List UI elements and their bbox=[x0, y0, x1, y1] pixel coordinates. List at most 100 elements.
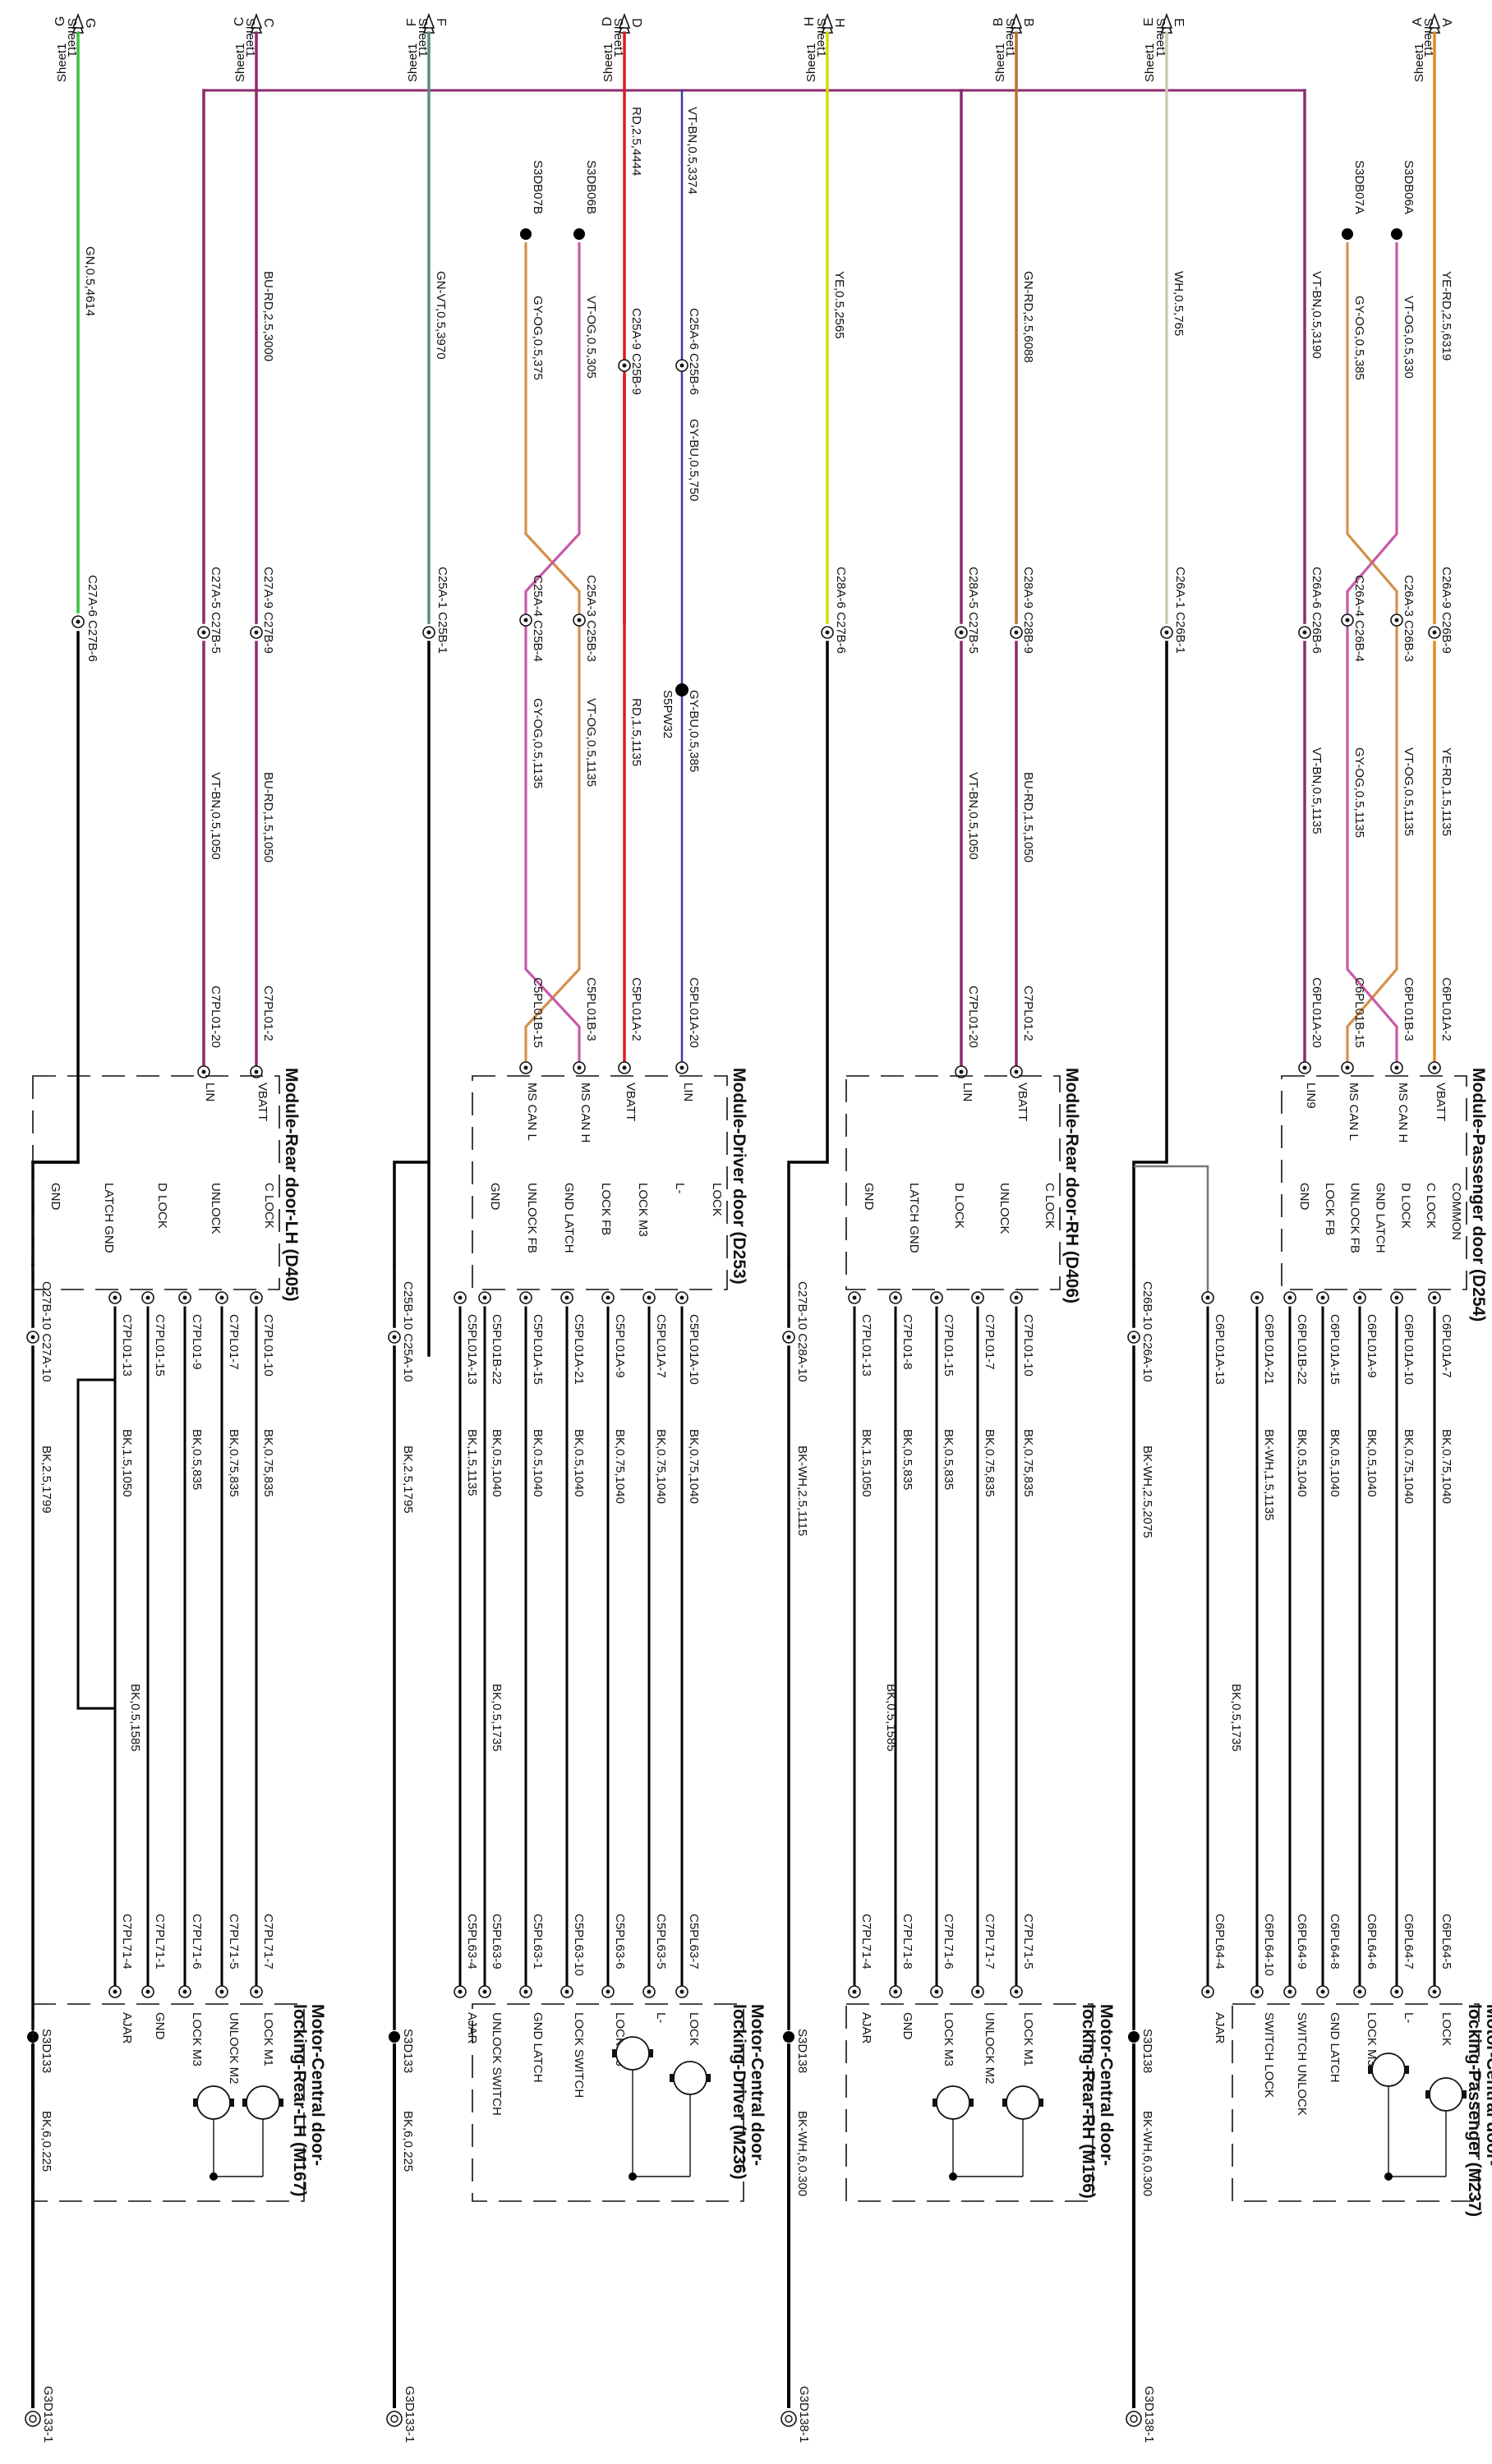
connector-pin bbox=[679, 1065, 684, 1070]
motor-pin-label: LOCK M3 bbox=[1365, 2012, 1379, 2066]
connector-label: C6PL64-10 bbox=[1262, 1914, 1276, 1976]
splice-label: S3D133 bbox=[401, 2029, 415, 2073]
motor-icon bbox=[1371, 2053, 1406, 2087]
connector-label: C6PL01A-21 bbox=[1262, 1314, 1276, 1385]
connector-label: C6PL01A-9 bbox=[1365, 1314, 1379, 1378]
connector-pin bbox=[254, 1069, 259, 1074]
sheet-arrow-icon[interactable] bbox=[618, 12, 631, 29]
motor-brush bbox=[1368, 2066, 1373, 2074]
connector-pin bbox=[201, 1069, 206, 1074]
module-pin-label: MS CAN L bbox=[525, 1083, 539, 1141]
connector-pin bbox=[934, 1295, 939, 1300]
module-pin-label: LOCK bbox=[710, 1183, 724, 1216]
sheet-arrow-icon[interactable] bbox=[1428, 12, 1441, 29]
motor-pin-label: L- bbox=[654, 2012, 668, 2023]
connector-label: C5PL01A-21 bbox=[572, 1314, 586, 1385]
connector-pin bbox=[482, 1295, 487, 1300]
motor-brush bbox=[612, 2049, 617, 2057]
sheet-label-d: Sheet1 bbox=[601, 43, 615, 82]
ground-eyelet-inner bbox=[1130, 2415, 1138, 2423]
wire-label: GN-VT,0.5,3970 bbox=[434, 271, 448, 360]
connector-pin bbox=[1432, 1989, 1437, 1994]
sheet-letter-h: H bbox=[803, 16, 817, 26]
motor-pin-label: AJAR bbox=[1213, 2012, 1227, 2044]
motor-pin-label: GND bbox=[900, 2012, 914, 2040]
module-pin-label: LIN bbox=[960, 1083, 974, 1101]
motor-pin-label: GND bbox=[153, 2012, 167, 2040]
sheet-arrow-icon[interactable] bbox=[422, 12, 435, 29]
connector-pin bbox=[30, 1335, 35, 1340]
splice-label: S3D138 bbox=[1140, 2029, 1154, 2073]
connector-pin bbox=[1205, 1295, 1210, 1300]
sheet-label: Sheet1 bbox=[814, 18, 828, 57]
motor-title-2: locking-Passenger (M237) bbox=[1465, 2004, 1484, 2217]
connector-pin bbox=[1357, 1989, 1362, 1994]
sheet-arrow-icon[interactable] bbox=[71, 12, 85, 29]
connector-pin bbox=[219, 1295, 224, 1300]
connector-pin bbox=[1255, 1989, 1259, 1994]
connector-pin bbox=[182, 1295, 187, 1300]
sheet-letter-g: G bbox=[53, 16, 67, 26]
connector-pin bbox=[959, 630, 964, 635]
wire-label: BK,0.5,1040 bbox=[1328, 1429, 1342, 1497]
sheet-arrow-icon[interactable] bbox=[250, 12, 263, 29]
splice-label: S3DB07B bbox=[531, 160, 545, 214]
connector-pin bbox=[1287, 1989, 1292, 1994]
module-title: Module-Driver door (D253) bbox=[730, 1068, 748, 1285]
splice-s3db07a bbox=[1342, 228, 1353, 240]
wire-label: VT-OG,0.5,305 bbox=[584, 296, 598, 379]
connector-pin bbox=[145, 1989, 150, 1994]
wire-label: GY-OG,0.5,375 bbox=[531, 296, 545, 380]
module-pin-label: GND bbox=[1297, 1183, 1311, 1211]
module-pin-label: GND LATCH bbox=[562, 1183, 576, 1253]
connector-label: C28A-6 C27B-6 bbox=[834, 567, 848, 654]
motor-title-1: Motor-Central door- bbox=[308, 2004, 327, 2166]
connector-pin bbox=[934, 1989, 939, 1994]
motor-title-2: locking-Rear-LH (M167) bbox=[290, 2004, 309, 2197]
module-pin-label: LATCH GND bbox=[907, 1183, 921, 1253]
sheet-arrow-icon[interactable] bbox=[1160, 12, 1173, 29]
connector-label: C7PL71-5 bbox=[1021, 1914, 1035, 1970]
connector-label: C5PL63-4 bbox=[465, 1914, 479, 1970]
module-title: Module-Rear door-LH (D405) bbox=[282, 1068, 301, 1302]
motor-pin-label: LOCK SWITCH bbox=[572, 2012, 586, 2098]
connector-label: C6PL64-8 bbox=[1328, 1914, 1342, 1970]
wire-label: BU-RD,1.5,1050 bbox=[1021, 772, 1035, 862]
module-pin-label: MS CAN L bbox=[1347, 1083, 1361, 1141]
ground-eyelet-inner bbox=[29, 2415, 37, 2423]
junction-dot bbox=[1384, 2172, 1393, 2181]
wire-label: GY-OG,0.5,1135 bbox=[1352, 747, 1366, 838]
connector-label: C5PL63-10 bbox=[572, 1914, 586, 1976]
sheet-label-b: Sheet1 bbox=[993, 43, 1007, 82]
connector-pin bbox=[1394, 1065, 1399, 1070]
wire-label: BK,6,0.225 bbox=[401, 2111, 415, 2172]
wire-label: BK,0.75,1040 bbox=[654, 1429, 668, 1504]
connector-label: C6PL01A-7 bbox=[1439, 1314, 1453, 1378]
wire-label: BK,1.5,1050 bbox=[859, 1429, 873, 1497]
wire-gy-og-a bbox=[1346, 242, 1398, 1068]
connector-label: C7PL01-15 bbox=[153, 1314, 167, 1377]
wire-bk bbox=[76, 1331, 117, 1988]
connector-pin bbox=[647, 1295, 652, 1300]
connector-label: C27A-9 C27B-9 bbox=[261, 567, 275, 654]
motor-pin-label: LOCK bbox=[687, 2012, 701, 2046]
connector-pin bbox=[145, 1295, 150, 1300]
sheet-label: Sheet1 bbox=[1154, 18, 1167, 57]
wire-label: VT-BN,0.5,3374 bbox=[685, 107, 699, 195]
connector-pin bbox=[1014, 1069, 1019, 1074]
sheet-arrow-icon[interactable] bbox=[1010, 12, 1023, 29]
wire-label: BK,0.75,835 bbox=[1021, 1429, 1035, 1497]
motor-brush bbox=[1462, 2090, 1467, 2099]
sheet-label: Sheet1 bbox=[1003, 18, 1017, 57]
wire-label: RD,2.5,4444 bbox=[629, 107, 643, 176]
module-pin-label: C LOCK bbox=[1424, 1183, 1438, 1229]
connector-label: C5PL63-9 bbox=[490, 1914, 504, 1970]
connector-pin bbox=[1014, 1989, 1019, 1994]
splice-dot bbox=[783, 2031, 794, 2043]
connector-pin bbox=[219, 1989, 224, 1994]
connector-pin bbox=[577, 1065, 582, 1070]
sheet-arrow-icon[interactable] bbox=[821, 12, 834, 29]
connector-pin bbox=[201, 630, 206, 635]
motor-icon bbox=[1429, 2077, 1463, 2112]
connector-label: C27A-5 C27B-5 bbox=[209, 567, 223, 654]
